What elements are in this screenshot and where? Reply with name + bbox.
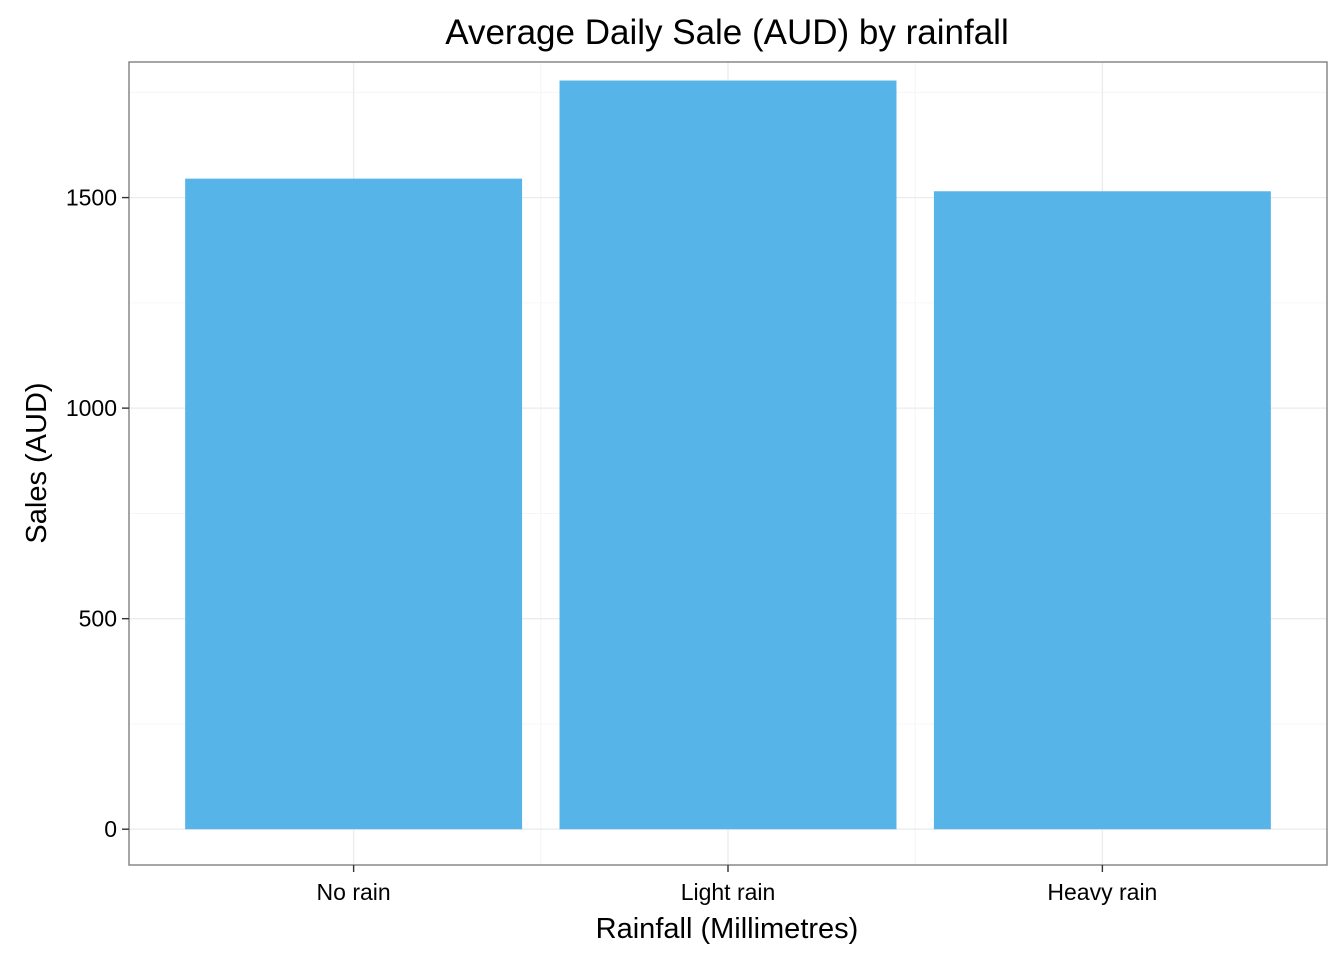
y-tick-label: 1000 [66, 395, 117, 421]
x-tick-label: Heavy rain [1047, 879, 1157, 905]
x-tick-label: No rain [317, 879, 391, 905]
x-tick-label: Light rain [681, 879, 776, 905]
bar-heavy-rain [933, 191, 1271, 830]
y-axis-title: Sales (AUD) [21, 382, 53, 543]
bar-light-rain [559, 80, 897, 830]
chart-title: Average Daily Sale (AUD) by rainfall [445, 13, 1008, 52]
y-tick-label: 500 [79, 606, 117, 632]
bars [185, 80, 1271, 830]
y-axis: 0 500 1000 1500 [66, 185, 129, 842]
y-tick-label: 1500 [66, 185, 117, 211]
bar-no-rain [185, 178, 523, 830]
y-tick-label: 0 [104, 816, 117, 842]
x-axis: No rain Light rain Heavy rain [317, 865, 1157, 905]
x-axis-title: Rainfall (Millimetres) [596, 913, 859, 945]
